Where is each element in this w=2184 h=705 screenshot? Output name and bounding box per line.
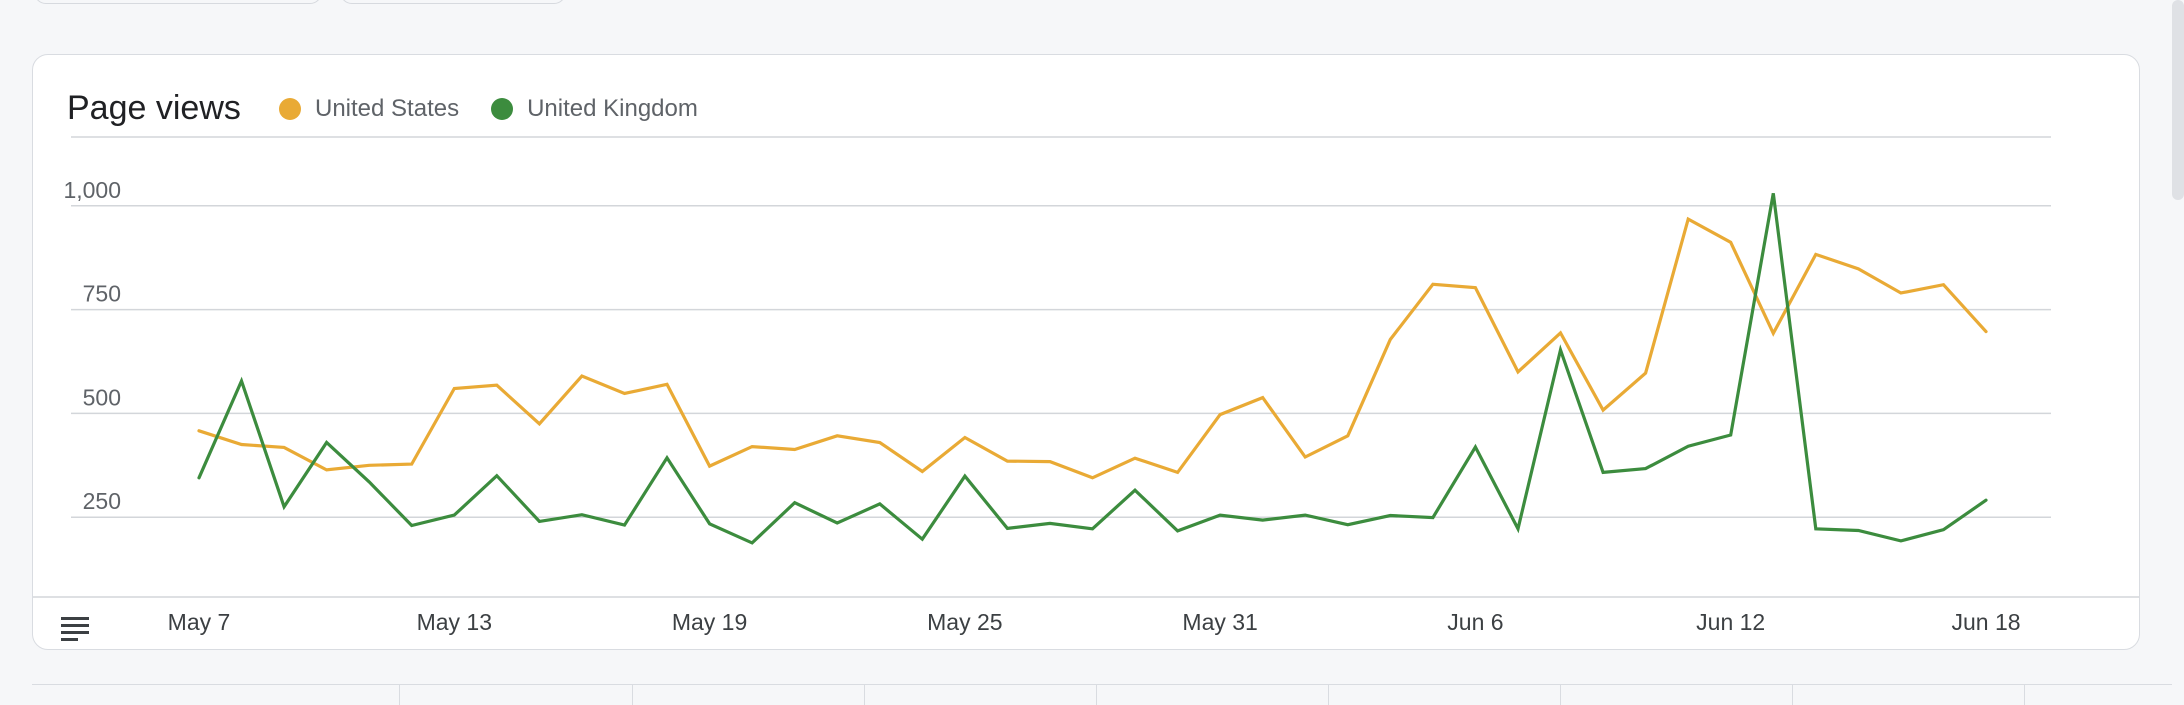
chart-legend: United States United Kingdom	[279, 95, 698, 123]
table-column-divider	[1328, 685, 1329, 705]
series-line-united-kingdom	[197, 193, 1988, 545]
table-column-divider	[1096, 685, 1097, 705]
x-tick-label: May 13	[417, 609, 492, 635]
x-tick-label: May 25	[927, 609, 1002, 635]
y-tick-label: 250	[83, 488, 121, 514]
table-column-divider	[399, 685, 400, 705]
legend-dot-icon	[491, 98, 514, 120]
legend-item-united-states[interactable]: United States	[279, 95, 459, 123]
y-tick-label: 1,000	[63, 177, 121, 203]
x-tick-label: May 19	[672, 609, 747, 635]
table-column-divider	[1792, 685, 1793, 705]
x-tick-label: Jun 6	[1447, 609, 1503, 635]
legend-dot-icon	[279, 98, 301, 120]
x-tick-label: May 7	[168, 609, 231, 635]
table-column-divider	[2024, 685, 2025, 705]
chart-title: Page views	[67, 89, 241, 127]
y-tick-label: 750	[83, 281, 121, 307]
x-tick-label: Jun 18	[1951, 609, 2020, 635]
table-column-divider	[1560, 685, 1561, 705]
table-column-divider	[632, 685, 633, 705]
y-tick-label: 500	[83, 384, 121, 410]
top-filter-pill-1[interactable]	[34, 0, 322, 4]
legend-item-united-kingdom[interactable]: United Kingdom	[491, 95, 698, 123]
top-filter-pill-2[interactable]	[340, 0, 566, 4]
page-views-card: Page views United States United Kingdom …	[32, 54, 2140, 650]
x-tick-label: Jun 12	[1696, 609, 1765, 635]
page-views-chart: 250 500 750 1,000 May 7 May 13 May 19 May 25 May…	[33, 136, 2139, 635]
vertical-scrollbar[interactable]	[2172, 0, 2184, 200]
x-tick-label: May 31	[1182, 609, 1257, 635]
series-line-united-states	[197, 216, 1988, 480]
legend-label: United States	[315, 95, 460, 122]
bottom-table-header-row	[32, 684, 2172, 705]
legend-label: United Kingdom	[527, 95, 698, 122]
table-icon[interactable]	[61, 617, 89, 641]
table-column-divider	[864, 685, 865, 705]
